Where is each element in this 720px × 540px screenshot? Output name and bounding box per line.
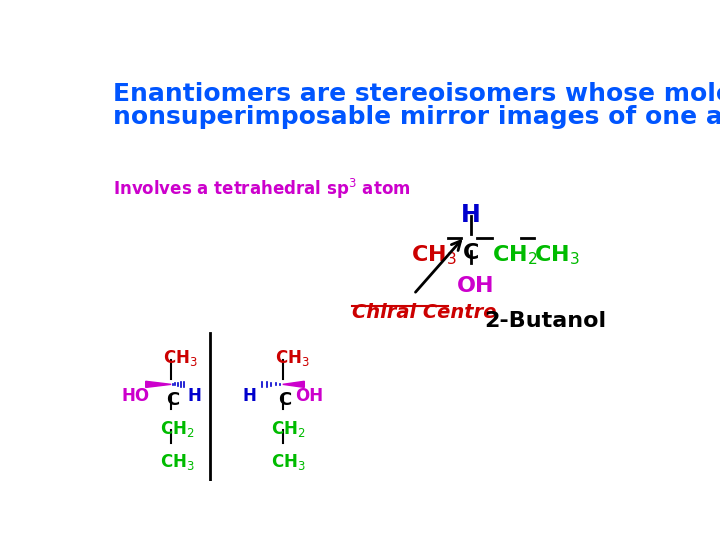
Text: OH: OH xyxy=(456,276,495,296)
Text: OH: OH xyxy=(295,387,323,406)
Text: nonsuperimposable mirror images of one another: nonsuperimposable mirror images of one a… xyxy=(113,105,720,129)
Text: H: H xyxy=(243,387,256,406)
Polygon shape xyxy=(283,381,305,387)
Text: H: H xyxy=(187,387,201,406)
Text: CH$_2$: CH$_2$ xyxy=(271,419,306,439)
Text: H: H xyxy=(461,204,480,227)
Text: CH$_3$: CH$_3$ xyxy=(163,348,198,368)
Text: CH$_2$: CH$_2$ xyxy=(492,244,538,267)
Text: C: C xyxy=(166,392,180,409)
Text: CH$_3$: CH$_3$ xyxy=(534,244,580,267)
Text: HO: HO xyxy=(121,387,149,406)
Text: Enantiomers are stereoisomers whose molecules are: Enantiomers are stereoisomers whose mole… xyxy=(113,82,720,106)
Text: CH$_3$: CH$_3$ xyxy=(160,452,194,472)
Text: CH$_3$: CH$_3$ xyxy=(411,244,457,267)
Text: Involves a tetrahedral sp$^3$ atom: Involves a tetrahedral sp$^3$ atom xyxy=(113,177,411,200)
Text: C: C xyxy=(463,244,480,264)
Text: Chiral Centre: Chiral Centre xyxy=(352,303,497,322)
Text: 2-Butanol: 2-Butanol xyxy=(485,311,607,331)
Polygon shape xyxy=(145,381,171,387)
Text: CH$_3$: CH$_3$ xyxy=(275,348,310,368)
Text: CH$_3$: CH$_3$ xyxy=(271,452,306,472)
Text: C: C xyxy=(278,392,292,409)
Text: CH$_2$: CH$_2$ xyxy=(160,419,194,439)
